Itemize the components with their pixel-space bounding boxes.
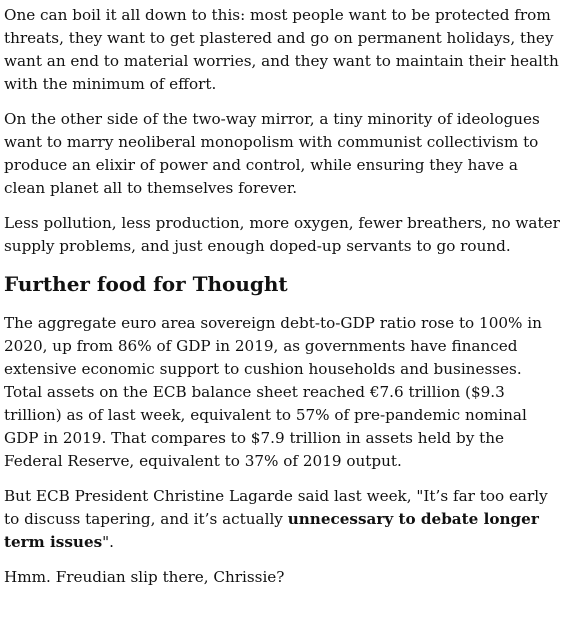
section-heading: Further food for Thought [4, 272, 288, 296]
paragraph-less-pollution: Less pollution, less production, more ox… [4, 214, 560, 255]
quote-text-start: But ECB President Christine Lagarde said… [4, 487, 548, 528]
paragraph-two-way-mirror: On the other side of the two-way mirror,… [4, 110, 540, 197]
quote-bold-emphasis: unnecessary to debate longer term issues [4, 510, 539, 551]
paragraph-freudian-slip: Hmm. Freudian slip there, Chrissie? [4, 568, 285, 586]
quote-text-end: ". [102, 533, 114, 551]
article-body: One can boil it all down to this: most p… [4, 4, 560, 601]
paragraph-protection: One can boil it all down to this: most p… [4, 6, 559, 93]
paragraph-lagarde-quote: But ECB President Christine Lagarde said… [4, 485, 560, 554]
paragraph-debt-ratio: The aggregate euro area sovereign debt-t… [4, 314, 542, 470]
